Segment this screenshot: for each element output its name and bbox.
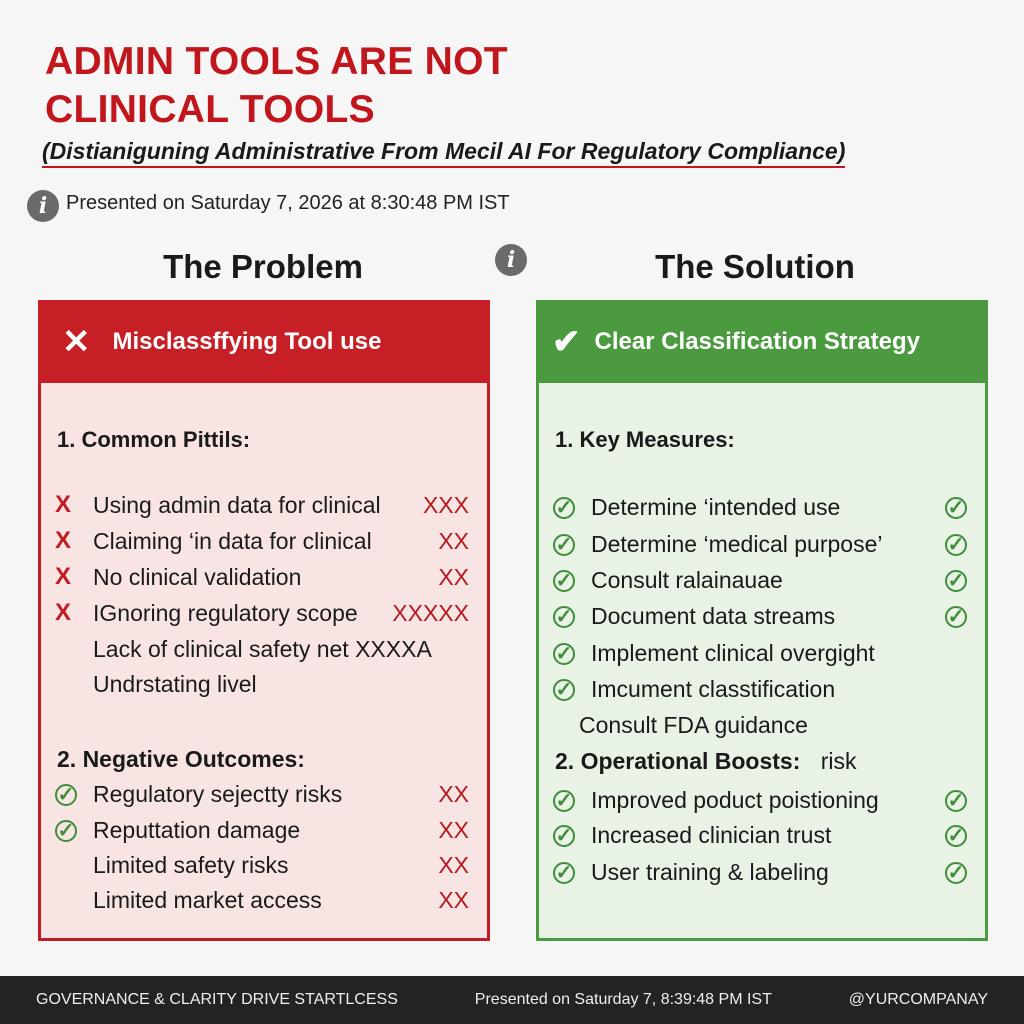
check-circle-icon: ✓: [553, 566, 591, 594]
list-item: Limited market access XX: [55, 884, 469, 916]
footer-tagline: GOVERNANCE & CLARITY DRIVE STARTLCESS: [36, 991, 398, 1008]
list-item: ✓ Imcument classtification: [553, 673, 967, 705]
x-marks: XX: [438, 816, 469, 843]
footer-handle: @YURCOMPANAY: [848, 991, 988, 1008]
list-item-text: User training & labeling: [591, 858, 829, 885]
x-marks: XX: [438, 851, 469, 878]
x-marks: XX: [438, 780, 469, 807]
list-item-text: No clinical validation: [93, 563, 302, 590]
x-icon: X: [55, 491, 72, 518]
x-marks: XXX: [422, 491, 469, 518]
list-item-text: Consult ralainauae: [591, 566, 783, 593]
list-item-text: Lack of clinical safety net XXXXA: [93, 635, 432, 662]
list-item-text: Implement clinical overgight: [591, 639, 875, 666]
title-line-1: ADMIN TOOLS ARE NOT: [45, 40, 508, 83]
list-item-text: Reputtation damage: [93, 816, 301, 843]
subtitle: (Distianiguning Administrative From Meci…: [42, 138, 846, 168]
list-item-text: Determine ‘medical purpose’: [591, 530, 883, 557]
list-item-text: Document data streams: [591, 602, 836, 629]
main-title: ADMIN TOOLS ARE NOT CLINICAL TOOLS: [45, 38, 508, 134]
check-circle-icon: ✓: [945, 530, 967, 558]
list-item: ✓ Consult ralainauae ✓: [553, 564, 967, 596]
solution-header-label: Clear Classification Strategy: [594, 327, 920, 355]
list-item-text: Using admin data for clinical: [93, 491, 381, 518]
check-circle-icon: ✓: [553, 493, 591, 521]
info-icon: i: [27, 190, 59, 222]
title-line-2: CLINICAL TOOLS: [45, 88, 375, 131]
x-icon: X: [55, 563, 72, 590]
list-item-text: IGnoring regulatory scope: [93, 599, 358, 626]
check-circle-icon: ✓: [553, 786, 591, 814]
info-icon: i: [495, 244, 527, 276]
check-circle-icon: ✓: [553, 639, 591, 667]
check-circle-icon: ✓: [945, 786, 967, 814]
section-heading-extra: risk: [820, 748, 857, 774]
list-item: ✓ Determine ‘intended use ✓: [553, 491, 967, 523]
x-marks: XXXXX: [392, 599, 469, 626]
check-circle-icon: ✓: [553, 675, 591, 703]
list-item-text: Determine ‘intended use: [591, 493, 841, 520]
solution-panel: ✔ Clear Classification Strategy 1. Key M…: [536, 300, 988, 941]
solution-panel-header: ✔ Clear Classification Strategy: [536, 300, 988, 383]
list-item-text: Imcument classtification: [591, 675, 836, 702]
list-item: ✓ Improved poduct poistioning ✓: [553, 784, 967, 816]
list-item: Undrstating livel: [55, 668, 469, 700]
check-icon: ✔: [552, 322, 581, 361]
list-item: ✓ Increased clinician trust ✓: [553, 819, 967, 851]
list-item: Lack of clinical safety net XXXXA: [55, 633, 469, 665]
list-item: ✓ Regulatory sejectty risks XX: [55, 778, 469, 810]
check-circle-icon: ✓: [55, 816, 93, 844]
x-icon: ✕: [62, 322, 91, 361]
solution-heading: The Solution: [655, 248, 855, 285]
presented-date: Presented on Saturday 7, 2026 at 8:30:48…: [66, 192, 510, 214]
list-item: ✓ Reputtation damage XX: [55, 814, 469, 846]
x-icon: X: [55, 599, 72, 626]
problem-panel-header: ✕ Misclassffying Tool use: [38, 300, 490, 383]
list-item-text: Claiming ‘in data for clinical: [93, 527, 372, 554]
check-circle-icon: ✓: [945, 821, 967, 849]
list-item-text: Limited market access: [93, 886, 322, 913]
list-item: ✓ User training & labeling ✓: [553, 856, 967, 888]
section-heading-label: 2. Operational Boosts:: [555, 748, 801, 774]
list-item-text: Regulatory sejectty risks: [93, 780, 343, 807]
check-circle-icon: ✓: [945, 858, 967, 886]
list-item-text: Improved poduct poistioning: [591, 786, 879, 813]
x-marks: XX: [438, 886, 469, 913]
list-item: ✓ Determine ‘medical purpose’ ✓: [553, 528, 967, 560]
problem-header-label: Misclassffying Tool use: [112, 327, 382, 355]
x-marks: XX: [438, 527, 469, 554]
section-heading: 2. Negative Outcomes:: [57, 746, 305, 772]
list-item: X No clinical validation XX: [55, 561, 469, 593]
check-circle-icon: ✓: [945, 602, 967, 630]
section-heading: 2. Operational Boosts: risk: [555, 748, 857, 775]
section-heading: 1. Key Measures:: [555, 427, 735, 452]
list-item: Limited safety risks XX: [55, 849, 469, 881]
problem-panel: ✕ Misclassffying Tool use 1. Common Pitt…: [38, 300, 490, 941]
check-circle-icon: ✓: [553, 858, 591, 886]
list-item: Consult FDA guidance: [553, 709, 967, 741]
list-item: ✓ Implement clinical overgight: [553, 637, 967, 669]
footer-presented: Presented on Saturday 7, 8:39:48 PM IST: [474, 991, 772, 1008]
list-item: X Using admin data for clinical XXX: [55, 489, 469, 521]
x-marks: XX: [438, 563, 469, 590]
list-item-text: Increased clinician trust: [591, 821, 832, 848]
list-item: ✓ Document data streams ✓: [553, 600, 967, 632]
check-circle-icon: ✓: [945, 493, 967, 521]
list-item: X IGnoring regulatory scope XXXXX: [55, 597, 469, 629]
check-circle-icon: ✓: [553, 602, 591, 630]
list-item-text: Consult FDA guidance: [579, 711, 808, 738]
footer-bar: GOVERNANCE & CLARITY DRIVE STARTLCESS Pr…: [0, 976, 1024, 1024]
list-item: X Claiming ‘in data for clinical XX: [55, 525, 469, 557]
x-icon: X: [55, 527, 72, 554]
problem-heading: The Problem: [163, 248, 363, 285]
check-circle-icon: ✓: [945, 566, 967, 594]
check-circle-icon: ✓: [553, 821, 591, 849]
list-item-text: Undrstating livel: [93, 670, 257, 697]
section-heading: 1. Common Pittils:: [57, 427, 251, 452]
check-circle-icon: ✓: [55, 780, 93, 808]
list-item-text: Limited safety risks: [93, 851, 289, 878]
check-circle-icon: ✓: [553, 530, 591, 558]
